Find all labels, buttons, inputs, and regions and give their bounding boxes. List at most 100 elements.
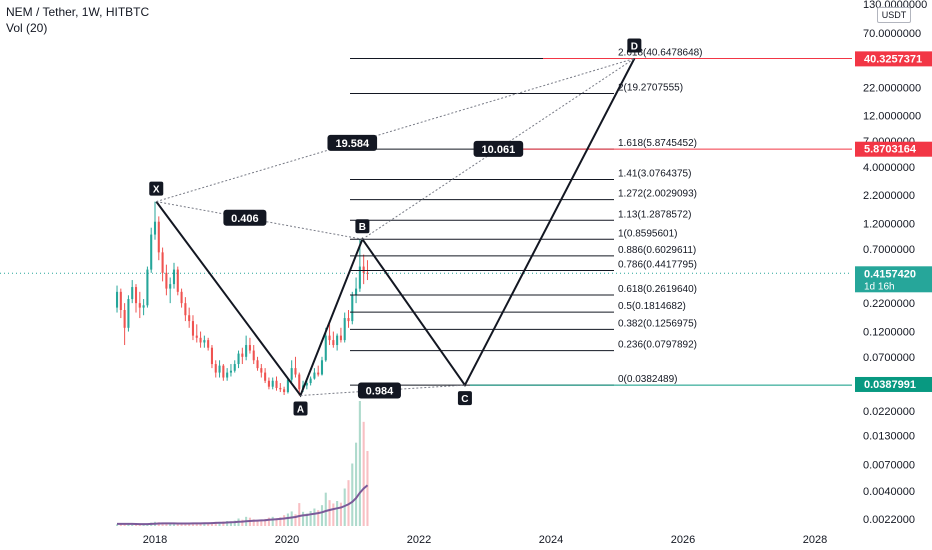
candle [157, 216, 160, 261]
candle [294, 356, 297, 378]
price-label-value: 0.4157420 [864, 268, 916, 280]
volume-bar [161, 523, 164, 526]
ratio-label-box [473, 140, 524, 157]
point-label-box [627, 38, 642, 53]
candle-body [127, 299, 130, 328]
volume-bar [214, 521, 217, 526]
volume-bar [191, 523, 195, 526]
candle [188, 307, 191, 328]
candle-body [339, 335, 342, 341]
candle-body [191, 321, 195, 336]
candle-body [279, 387, 282, 390]
volume-bar [169, 523, 172, 526]
candle-body [252, 350, 255, 361]
candle-body [134, 287, 138, 304]
volume-bar [286, 513, 289, 526]
candle-body [366, 272, 369, 274]
candle [214, 360, 217, 378]
candle [172, 262, 176, 289]
fib-level: 0.5(0.1814682) [350, 301, 686, 313]
candle-body [358, 266, 361, 289]
price-tick-label: 4.0000000 [863, 162, 915, 174]
pattern-ratio-line [362, 58, 635, 240]
price-label: 0.0387991 [855, 376, 932, 392]
volume-indicator-label[interactable]: Vol (20) [6, 21, 48, 35]
currency-badge[interactable]: USDT [877, 7, 911, 23]
volume-bar [267, 517, 270, 526]
volume-bar [241, 519, 244, 526]
volume-bar [229, 521, 232, 526]
symbol-title[interactable]: NEM / Tether, 1W, HITBTC [6, 5, 150, 19]
candle-body [290, 368, 293, 380]
point-label-box [355, 219, 370, 234]
volume-bar [226, 521, 229, 526]
volume-bar [351, 463, 354, 526]
fib-level-label: 2(19.2707555) [618, 82, 683, 93]
candle [199, 331, 202, 348]
fib-level: 1(0.8595601) [350, 228, 678, 240]
candle-body [214, 364, 217, 373]
volume-bar [260, 519, 263, 526]
volume-bar [172, 523, 176, 526]
candle-body [157, 221, 160, 253]
fib-level-label: 0.236(0.0797892) [618, 340, 697, 351]
volume-bar [252, 519, 255, 526]
pattern-point-d: D [627, 38, 642, 53]
candle [184, 297, 187, 322]
candle-body [210, 347, 214, 365]
volume-bar [180, 524, 183, 526]
candle-body [355, 288, 358, 296]
volume-bar [127, 524, 130, 526]
pattern-point-x: X [149, 181, 164, 196]
candle-body [123, 310, 126, 328]
volume-bar [355, 442, 358, 526]
price-tick-label: 22.0000000 [863, 82, 921, 94]
candle-body [188, 315, 191, 322]
price-tick-label: 2.2000000 [863, 190, 915, 202]
ratio-label-box [223, 209, 267, 226]
candle [138, 291, 141, 319]
fib-level: 0.886(0.6029611) [350, 245, 696, 257]
time-tick-label: 2022 [407, 534, 431, 546]
candle [207, 337, 210, 351]
pattern-point-a: A [293, 401, 308, 416]
point-label-text: D [631, 41, 638, 52]
volume-bar [358, 401, 361, 526]
volume-bar [131, 524, 134, 526]
candle [127, 295, 130, 332]
candle [123, 303, 126, 346]
candle-body [324, 335, 327, 361]
candle [203, 335, 206, 348]
fib-level-label: 0(0.0382489) [618, 374, 678, 385]
point-label-text: X [153, 185, 160, 196]
candle-body [233, 364, 236, 371]
ratio-label: 0.984 [357, 382, 401, 399]
candle [134, 284, 138, 313]
volume-bar [324, 492, 327, 526]
candle-body [241, 353, 244, 357]
candle [222, 364, 225, 381]
price-tick-label: 0.1200000 [863, 327, 915, 339]
candle [362, 254, 365, 285]
candle [328, 324, 331, 346]
candle [355, 277, 358, 304]
pattern-point-c: C [457, 391, 472, 406]
volume-bar [279, 517, 282, 526]
candle-body [320, 360, 324, 375]
candle [142, 299, 145, 316]
volume-bar [336, 501, 339, 526]
candle-body [332, 340, 335, 346]
candle [153, 201, 157, 240]
volume-bar [332, 503, 335, 526]
fib-level-label: 2.618(40.6478648) [618, 47, 703, 58]
volume-bar [218, 522, 221, 526]
candle [241, 347, 244, 365]
volume-bar [256, 520, 259, 526]
point-label-text: B [359, 222, 366, 233]
point-label-text: C [461, 394, 468, 405]
candle [313, 368, 316, 380]
candle-body [195, 335, 198, 338]
candle-body [226, 372, 229, 378]
fib-level-label: 1(0.8595601) [618, 228, 678, 239]
